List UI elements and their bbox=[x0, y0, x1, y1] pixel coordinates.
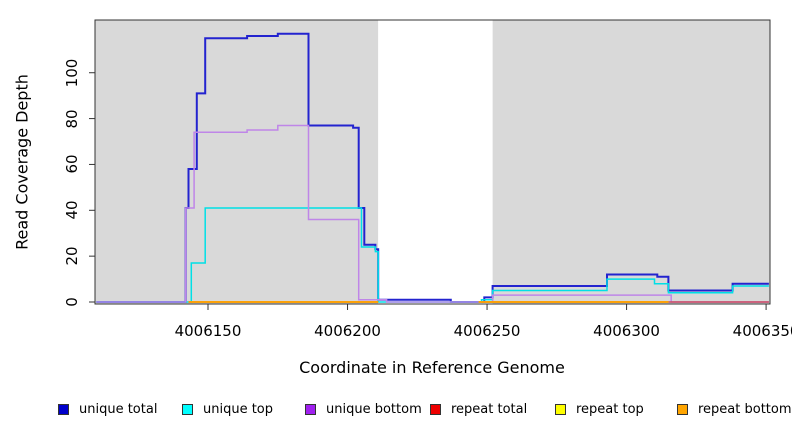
series-line-unique-total bbox=[96, 32, 769, 303]
legend-label: unique bottom bbox=[326, 401, 422, 417]
legend-item-unique-total: unique total bbox=[58, 398, 157, 420]
legend-label: repeat total bbox=[451, 401, 528, 417]
x-axis-title: Coordinate in Reference Genome bbox=[299, 358, 565, 377]
plot-border bbox=[94, 19, 771, 305]
plot-background-right bbox=[492, 20, 770, 304]
legend-item-unique-bottom: unique bottom bbox=[305, 398, 422, 420]
legend-item-repeat-total: repeat total bbox=[430, 398, 527, 420]
x-tick-label-4006150: 4006150 bbox=[174, 322, 242, 340]
repeat-total-swatch-icon bbox=[430, 403, 441, 415]
legend-label: unique total bbox=[79, 401, 158, 417]
y-tick-label-40: 40 bbox=[63, 200, 81, 220]
y-tick-label-20: 20 bbox=[63, 246, 81, 266]
y-axis-title: Read Coverage Depth bbox=[12, 74, 32, 250]
y-tick-label-60: 60 bbox=[63, 154, 81, 174]
legend-item-repeat-bottom: repeat bottom bbox=[677, 398, 792, 420]
plot-legend: unique total unique top unique bottom re… bbox=[0, 398, 792, 422]
unique-bottom-swatch-icon bbox=[305, 403, 316, 415]
legend-item-unique-top: unique top bbox=[182, 398, 273, 420]
x-tick-label-4006350: 4006350 bbox=[732, 322, 792, 340]
legend-label: repeat top bbox=[576, 401, 644, 417]
legend-label: repeat bottom bbox=[698, 401, 792, 417]
unique-top-swatch-icon bbox=[182, 403, 193, 415]
legend-item-repeat-top: repeat top bbox=[555, 398, 644, 420]
x-tick-label-4006200: 4006200 bbox=[314, 322, 381, 340]
unique-total-swatch-icon bbox=[58, 403, 69, 415]
series-layer bbox=[96, 32, 769, 303]
plot-background-left bbox=[95, 20, 379, 304]
x-tick-label-4006250: 4006250 bbox=[453, 322, 521, 340]
repeat-bottom-swatch-icon bbox=[677, 403, 688, 415]
y-tick-label-100: 100 bbox=[63, 58, 81, 88]
series-line-unique-bottom bbox=[96, 124, 769, 303]
y-tick-label-80: 80 bbox=[63, 109, 81, 129]
legend-label: unique top bbox=[203, 401, 274, 417]
series-line-unique-top bbox=[96, 207, 769, 303]
x-tick-label-4006300: 4006300 bbox=[593, 322, 660, 340]
repeat-top-swatch-icon bbox=[555, 403, 566, 415]
highlight-band bbox=[378, 20, 493, 304]
y-tick-label-0: 0 bbox=[63, 297, 81, 307]
